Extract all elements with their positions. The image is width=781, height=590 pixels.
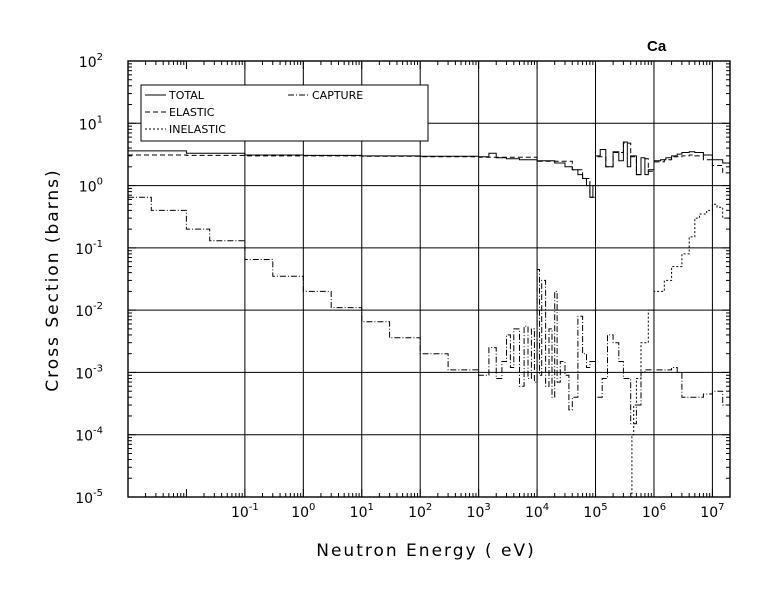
x-tick-label: 105 — [583, 502, 607, 521]
y-tick-label: 10-4 — [75, 426, 103, 445]
legend: TOTAL ELASTIC INELASTIC CAPTURE — [140, 84, 429, 142]
y-tick-label: 101 — [79, 114, 103, 133]
axis-ticks — [127, 61, 731, 498]
legend-label-total: TOTAL — [168, 89, 205, 102]
data-curves — [128, 141, 731, 498]
y-tick-label: 102 — [79, 52, 103, 71]
x-tick-label: 10-1 — [231, 502, 259, 521]
legend-label-capture: CAPTURE — [312, 89, 363, 102]
x-tick-labels: 10-1 100 101 102 103 104 105 106 107 — [231, 502, 725, 521]
x-tick-label: 104 — [525, 502, 549, 521]
y-tick-label: 100 — [79, 177, 103, 196]
y-tick-label: 10-1 — [75, 239, 103, 258]
legend-label-elastic: ELASTIC — [169, 106, 215, 119]
series-total — [128, 141, 731, 198]
x-tick-label: 102 — [408, 502, 432, 521]
series-inelastic — [630, 203, 731, 498]
x-tick-label: 106 — [642, 502, 666, 521]
y-tick-labels: 102 101 100 10-1 10-2 10-3 10-4 10-5 — [75, 52, 103, 507]
y-tick-label: 10-5 — [75, 488, 103, 507]
x-tick-label: 103 — [467, 502, 491, 521]
legend-box — [140, 84, 429, 142]
chart-title: Ca — [647, 38, 667, 55]
x-tick-label: 101 — [350, 502, 374, 521]
y-axis-label: Cross Section (barns) — [43, 168, 63, 391]
y-tick-label: 10-3 — [75, 363, 103, 382]
plot-frame — [127, 60, 731, 498]
legend-label-inelastic: INELASTIC — [169, 123, 226, 136]
x-axis-label: Neutron Energy ( eV) — [316, 541, 536, 561]
x-tick-label: 100 — [291, 502, 315, 521]
x-tick-label: 107 — [700, 502, 724, 521]
y-tick-label: 10-2 — [75, 301, 103, 320]
